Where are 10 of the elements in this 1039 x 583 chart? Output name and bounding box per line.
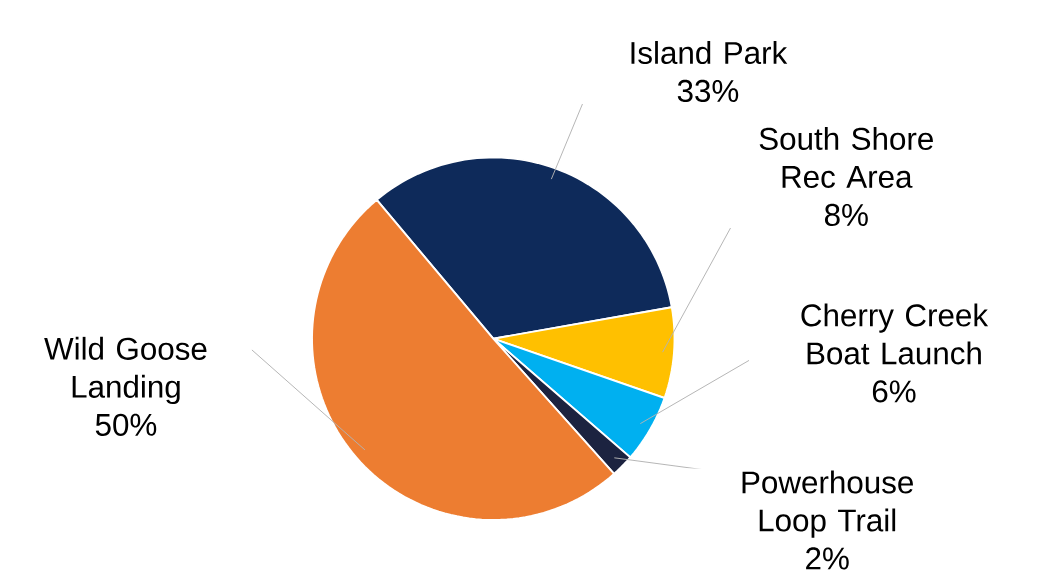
data-label: 2%: [806, 547, 849, 570]
data-label: 33%: [677, 79, 739, 103]
slice-label: South Shore Rec Area: [759, 126, 933, 189]
data-label: 6%: [872, 380, 916, 403]
slice-label: Island Park: [631, 41, 788, 65]
data-label: 50%: [95, 413, 157, 436]
slice-label: Powerhouse Loop Trail: [742, 470, 913, 538]
slice-label: Wild Goose Landing: [44, 336, 207, 405]
slice-label: Cherry Creek Boat Launch: [801, 303, 989, 365]
data-label: 8%: [824, 203, 868, 227]
